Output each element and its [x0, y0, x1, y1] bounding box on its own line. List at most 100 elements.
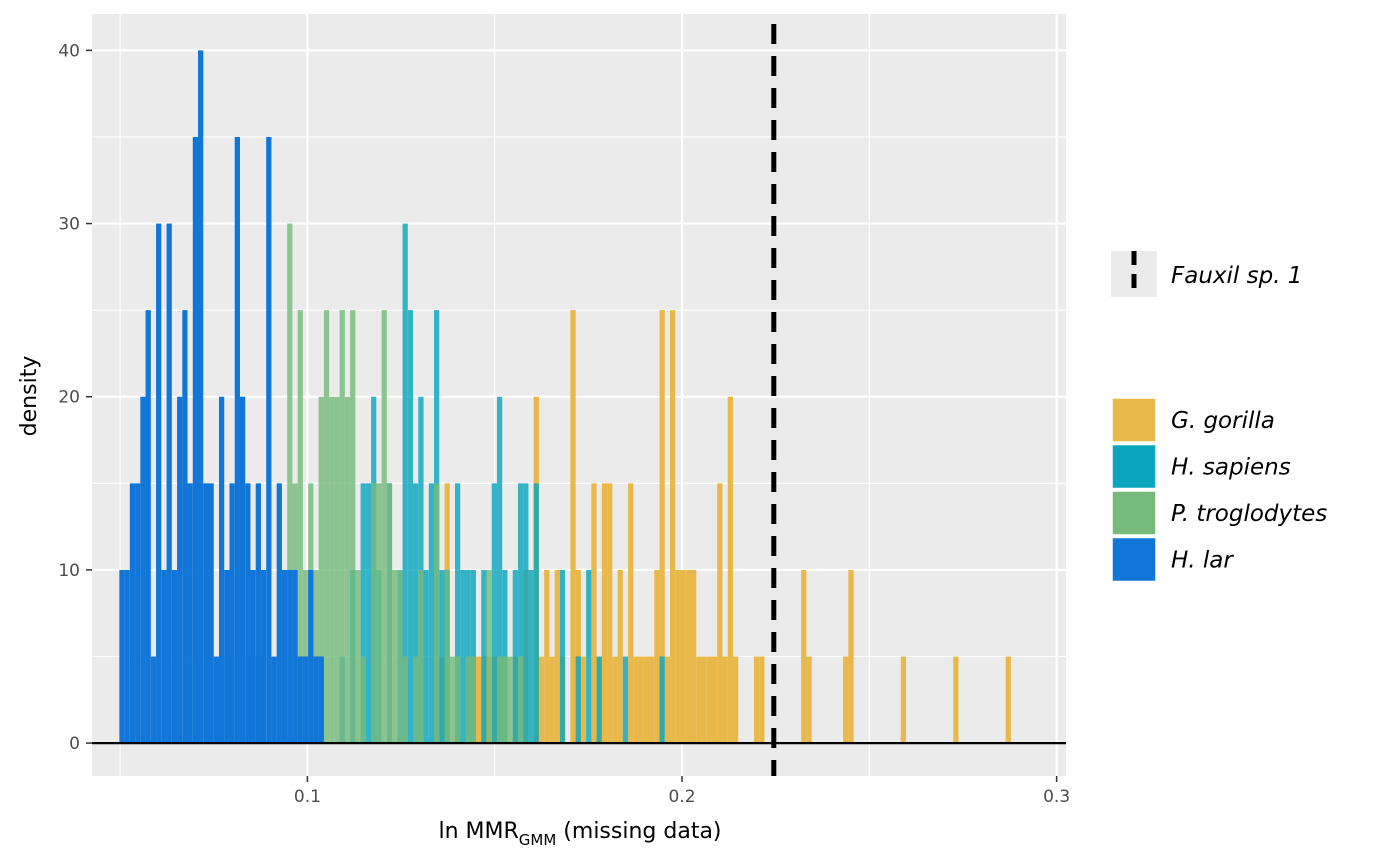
histogram-bar [475, 656, 482, 744]
series-p-troglodytes [281, 223, 524, 744]
histogram-bar [245, 483, 251, 744]
histogram-bar [198, 50, 204, 744]
legend-species: G. gorilla H. sapiens P. troglodytes H. lar [1111, 397, 1327, 583]
histogram-bar [732, 656, 739, 744]
histogram-bar [806, 656, 812, 744]
histogram-bar [670, 310, 676, 744]
histogram-bar [161, 569, 167, 744]
histogram-bar [371, 483, 377, 744]
histogram-bar [717, 483, 723, 744]
y-tick-label: 10 [58, 561, 80, 581]
histogram-bar [239, 396, 246, 744]
histogram-bar [423, 569, 429, 744]
histogram-bar [953, 656, 959, 744]
histogram-bar [759, 656, 765, 744]
histogram-bar [486, 569, 492, 744]
histogram-bar [580, 656, 587, 744]
histogram-bar [481, 569, 487, 744]
histogram-bar [1005, 656, 1011, 744]
histogram-bar [801, 569, 807, 744]
histogram-bar [434, 483, 440, 744]
histogram-bar [460, 569, 466, 744]
histogram-bar [203, 483, 209, 744]
histogram-bar [680, 569, 686, 744]
histogram-bar [675, 569, 681, 744]
histogram-bar [187, 483, 193, 744]
histogram-bar [287, 223, 293, 744]
histogram-bar [308, 569, 314, 744]
histogram-bar [182, 310, 188, 744]
histogram-bar [528, 569, 534, 744]
histogram-bar [355, 569, 361, 744]
histogram-bar [166, 223, 172, 744]
histogram-bar [643, 656, 650, 744]
histogram-bar [470, 656, 476, 744]
histogram-bar [381, 310, 387, 744]
histogram-bar [402, 223, 408, 744]
histogram-bar [722, 656, 728, 744]
legend-swatch-p-troglodytes [1111, 490, 1157, 536]
x-tick-label: 0.1 [294, 787, 321, 807]
histogram-bar [512, 569, 518, 744]
histogram-bar [413, 656, 419, 744]
y-tick-label: 30 [58, 215, 80, 235]
histogram-bar [266, 136, 272, 744]
histogram-bar [523, 483, 529, 744]
histogram-bar [544, 569, 550, 744]
histogram-bar [145, 310, 151, 744]
histogram-bar [622, 656, 629, 744]
histogram-bar [496, 656, 503, 744]
histogram-bar [192, 136, 199, 744]
histogram-bars [119, 50, 1011, 744]
histogram-bar [591, 483, 597, 744]
histogram-bar [455, 656, 461, 744]
histogram-bar [402, 656, 408, 744]
histogram-bar [596, 656, 602, 744]
histogram-bar [439, 569, 445, 744]
histogram-bar [428, 483, 435, 744]
histogram-bar [339, 310, 345, 744]
histogram-bar [313, 656, 319, 744]
histogram-bar [664, 656, 671, 744]
histogram-bar [601, 483, 608, 744]
histogram-bar [617, 569, 623, 744]
histogram-bar [691, 569, 697, 744]
histogram-bar [302, 656, 309, 744]
histogram-bar [392, 569, 398, 744]
histogram-bar [360, 483, 366, 744]
histogram-bar [124, 569, 130, 744]
histogram-bar [843, 656, 849, 744]
histogram-bar [234, 136, 240, 744]
histogram-bar [229, 483, 235, 744]
legend-swatch-h-sapiens [1111, 443, 1157, 490]
histogram-bar [575, 656, 581, 744]
histogram-bar [496, 396, 503, 744]
histogram-bar [900, 656, 907, 744]
histogram-bar [465, 656, 471, 744]
legend-label: P. troglodytes [1171, 501, 1327, 527]
series-h-lar [119, 50, 324, 744]
histogram-bar [685, 569, 692, 744]
histogram-bar [554, 569, 560, 744]
y-axis-title: density [17, 356, 42, 437]
histogram-bar [753, 656, 760, 744]
histogram-bar [129, 483, 136, 744]
histogram-bar [848, 569, 854, 744]
histogram-bar [538, 656, 545, 744]
histogram-bar [156, 223, 162, 744]
y-tick-label: 20 [58, 388, 80, 408]
x-tick-label: 0.2 [668, 787, 695, 807]
histogram-bar [727, 396, 733, 744]
histogram-bar [559, 569, 566, 744]
histogram-bar [386, 483, 393, 744]
histogram-bar [376, 483, 382, 744]
x-tick-label: 0.3 [1043, 787, 1070, 807]
histogram-bar [449, 656, 456, 744]
histogram-bar [150, 656, 157, 744]
histogram-bar [517, 656, 524, 744]
histogram-bar [418, 569, 424, 744]
histogram-bar [208, 483, 214, 744]
histogram-bar [455, 483, 461, 744]
histogram-bar [586, 569, 592, 744]
